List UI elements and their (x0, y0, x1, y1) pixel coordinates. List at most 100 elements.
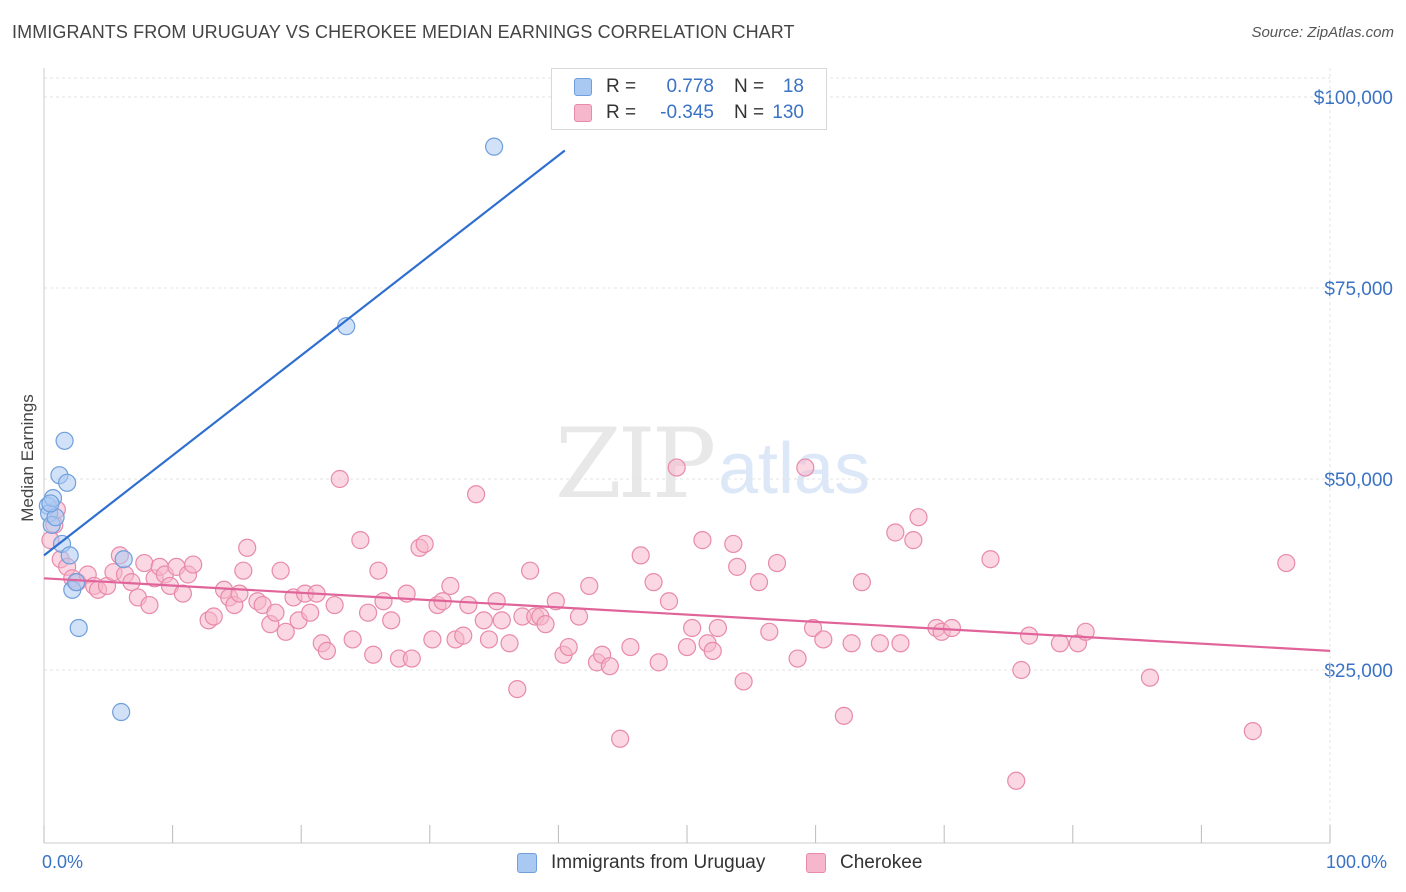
data-point-cherokee (474, 611, 493, 630)
data-point-cherokee (788, 649, 807, 668)
data-point-cherokee (343, 630, 362, 649)
data-point-cherokee (459, 595, 478, 615)
data-point-cherokee (767, 553, 787, 573)
data-point-cherokee (703, 641, 722, 661)
data-point-cherokee (479, 630, 499, 649)
x-tick-label-min: 0.0% (42, 852, 84, 872)
data-point-cherokee (204, 607, 223, 626)
data-point-uruguay (41, 494, 60, 513)
legend-swatch-cherokee (574, 104, 592, 122)
legend-item-cherokee: Cherokee (806, 852, 922, 874)
legend-n-value-uruguay: 18 (782, 76, 804, 97)
data-point-cherokee (351, 531, 370, 550)
trend-line-uruguay (43, 149, 566, 557)
data-point-cherokee (546, 592, 565, 611)
data-point-cherokee (173, 584, 192, 603)
data-point-cherokee (402, 649, 421, 668)
data-point-cherokee (276, 622, 295, 641)
data-point-cherokee (271, 561, 290, 580)
data-point-cherokee (454, 626, 473, 645)
data-point-cherokee (492, 611, 511, 630)
data-point-cherokee (891, 634, 910, 653)
data-point-cherokee (852, 573, 871, 592)
data-point-uruguay (60, 546, 79, 565)
data-point-cherokee (1019, 626, 1039, 645)
data-point-cherokee (382, 611, 401, 630)
data-point-cherokee (325, 595, 344, 615)
legend-label-uruguay: Immigrants from Uruguay (551, 852, 766, 873)
data-point-cherokee (536, 615, 555, 634)
data-point-cherokee (466, 485, 486, 504)
data-point-cherokee (870, 634, 890, 653)
legend-row-uruguay: R = 0.778 N = 18 (574, 75, 804, 99)
y-tick-label: $75,000 (1324, 279, 1393, 300)
data-point-cherokee (803, 618, 823, 638)
legend-r-value-cherokee: -0.345 (660, 102, 714, 123)
data-point-cherokee (842, 634, 861, 653)
data-point-cherokee (649, 653, 668, 672)
data-point-cherokee (749, 573, 769, 592)
data-point-cherokee (677, 637, 697, 657)
data-point-cherokee (358, 603, 378, 622)
data-point-cherokee (659, 592, 679, 611)
data-point-cherokee (886, 523, 905, 542)
data-point-cherokee (621, 637, 640, 657)
data-point-cherokee (760, 622, 779, 641)
data-point-cherokee (1277, 553, 1296, 573)
data-point-uruguay (485, 137, 504, 156)
data-point-cherokee (904, 531, 923, 550)
data-point-cherokee (301, 603, 320, 622)
legend-n-value-cherokee: 130 (772, 102, 804, 123)
data-point-uruguay (55, 431, 74, 450)
legend-r-value-uruguay: 0.778 (666, 76, 714, 97)
data-point-cherokee (693, 531, 712, 550)
data-point-cherokee (981, 550, 1000, 569)
data-point-cherokee (135, 553, 154, 573)
data-point-cherokee (724, 534, 743, 554)
legend-row-cherokee: R = -0.345 N = 130 (574, 101, 804, 125)
data-point-cherokee (834, 706, 853, 725)
legend-item-uruguay: Immigrants from Uruguay (517, 852, 765, 874)
watermark-atlas: atlas (718, 429, 871, 509)
data-point-cherokee (238, 538, 257, 557)
legend-label-cherokee: Cherokee (840, 852, 923, 873)
data-point-cherokee (734, 672, 753, 691)
chart-source: Source: ZipAtlas.com (1251, 24, 1394, 41)
data-point-cherokee (364, 645, 383, 664)
chart-title: IMMIGRANTS FROM URUGUAY VS CHEROKEE MEDI… (12, 22, 795, 42)
series-legend: Immigrants from Uruguay Cherokee (0, 852, 1406, 876)
data-point-cherokee (667, 458, 686, 477)
data-point-cherokee (909, 508, 928, 527)
data-point-uruguay (58, 473, 77, 492)
legend-swatch-uruguay (574, 78, 592, 96)
legend-n-label: N = (734, 76, 765, 97)
data-point-cherokee (708, 618, 727, 638)
data-point-cherokee (330, 469, 349, 489)
data-point-cherokee (184, 555, 203, 574)
data-point-cherokee (569, 607, 589, 626)
data-point-cherokee (487, 592, 506, 611)
legend-r-label: R = (606, 102, 637, 123)
x-tick-label-max: 100.0% (1326, 852, 1388, 872)
legend-r-label: R = (606, 76, 637, 97)
data-point-cherokee (521, 561, 540, 580)
data-point-cherokee (441, 576, 460, 596)
data-point-cherokee (369, 561, 388, 580)
legend-swatch-uruguay (517, 853, 537, 873)
data-point-cherokee (580, 576, 599, 596)
data-point-cherokee (1140, 668, 1160, 687)
data-point-cherokee (374, 592, 393, 611)
data-point-cherokee (140, 595, 159, 615)
data-point-uruguay (114, 550, 133, 569)
data-point-cherokee (683, 618, 702, 638)
data-point-cherokee (611, 729, 630, 748)
data-point-cherokee (942, 618, 962, 638)
y-tick-label: $100,000 (1314, 88, 1393, 109)
data-point-cherokee (500, 634, 519, 653)
watermark-zip: ZIP (555, 408, 716, 520)
legend-n-label: N = (734, 102, 765, 123)
y-tick-label: $50,000 (1324, 470, 1393, 491)
data-point-cherokee (415, 534, 434, 554)
data-point-cherokee (600, 657, 619, 676)
data-point-cherokee (559, 637, 578, 657)
